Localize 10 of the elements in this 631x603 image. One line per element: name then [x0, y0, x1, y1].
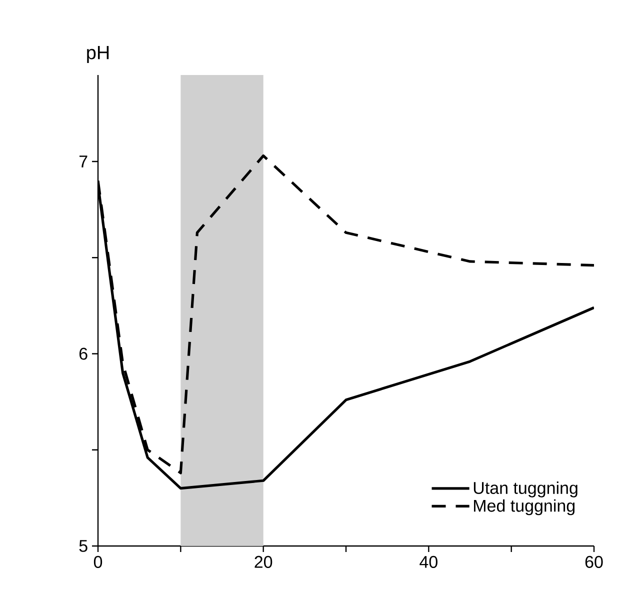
legend-label: Med tuggning: [474, 499, 575, 516]
y-axis-title: pH: [87, 46, 109, 64]
y-tick-label: 6: [79, 348, 88, 360]
x-tick-label: 40: [420, 556, 438, 568]
y-tick-label: 7: [79, 156, 88, 168]
x-tick-label: 60: [585, 556, 603, 568]
x-tick-label: 0: [94, 556, 102, 568]
x-tick-label: 20: [254, 556, 272, 568]
y-tick-label: 5: [79, 540, 88, 552]
legend-label: Utan tuggning: [474, 482, 578, 498]
